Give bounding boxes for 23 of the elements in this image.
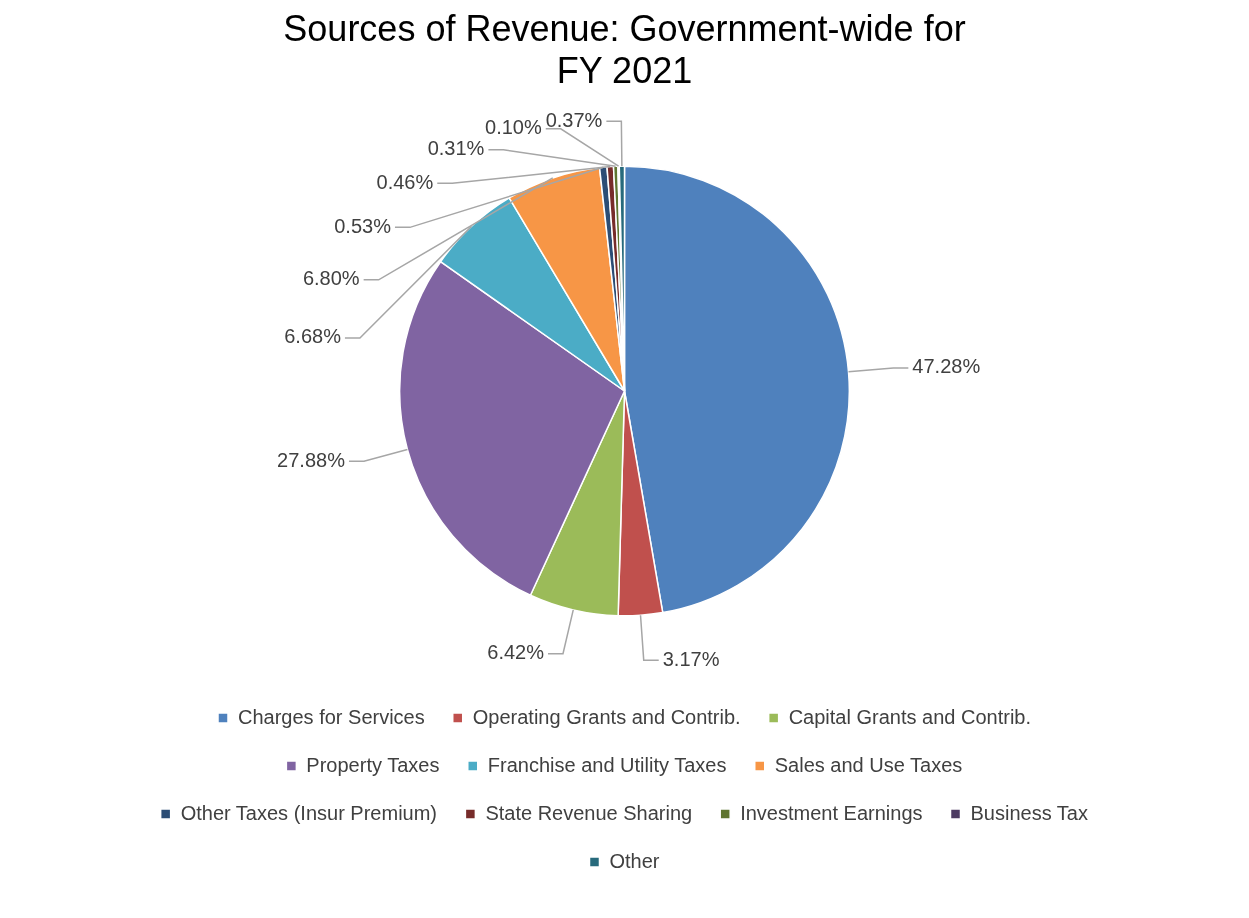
data-label: 6.80% [302,267,360,290]
data-label: 0.31% [427,137,485,160]
legend-label: Other Taxes (Insur Premium) [180,801,438,824]
data-label: 3.17% [662,647,720,670]
chart-title: Sources of Revenue: Government-wide for FY 2021 [282,8,967,92]
data-label: 47.28% [912,355,981,378]
legend-label: Operating Grants and Contrib. [472,705,741,728]
legend-label: Charges for Services [238,705,425,728]
legend-label: Capital Grants and Contrib. [788,705,1031,728]
legend-label: Property Taxes [306,753,440,776]
data-label: 0.46% [376,170,434,193]
data-label: 6.68% [284,325,342,348]
data-label: 0.53% [334,214,392,237]
legend-label: Sales and Use Taxes [774,753,963,776]
data-label: 27.88% [277,448,346,471]
legend-label: Other [609,849,660,872]
legend-label: State Revenue Sharing [485,801,693,824]
legend-label: Investment Earnings [740,801,923,824]
legend-label: Business Tax [970,801,1088,824]
data-label: 0.10% [485,116,542,139]
data-label: 6.42% [487,641,545,664]
legend-label: Franchise and Utility Taxes [487,753,727,776]
data-label: 0.37% [545,108,603,131]
